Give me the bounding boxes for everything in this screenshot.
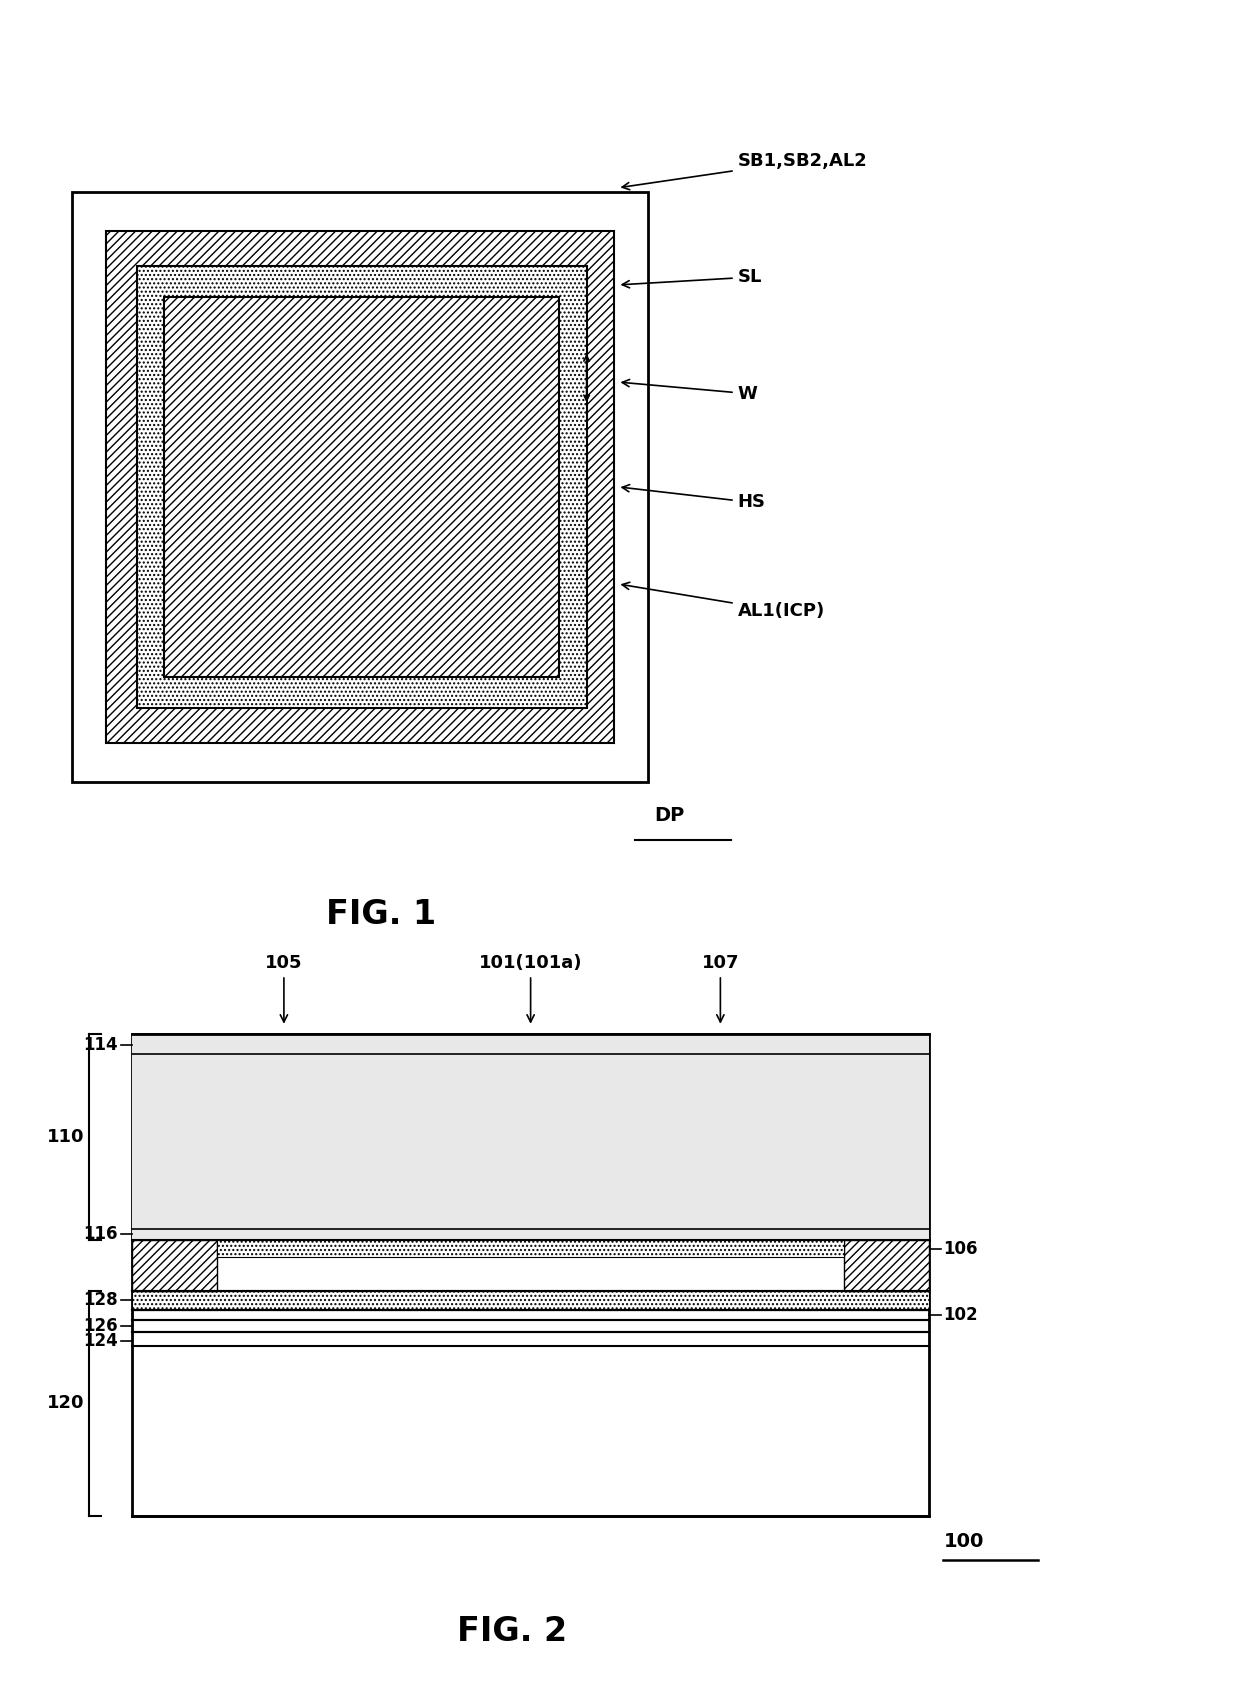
Text: W: W <box>622 380 758 403</box>
Text: 102: 102 <box>944 1307 978 1323</box>
Bar <box>72 192 649 782</box>
Text: FIG. 1: FIG. 1 <box>326 898 435 932</box>
Bar <box>105 231 614 743</box>
Text: W: W <box>900 1256 919 1274</box>
Text: 128: 128 <box>83 1291 118 1308</box>
Text: SL: SL <box>622 268 763 289</box>
Bar <box>133 1291 929 1310</box>
Bar <box>136 265 587 709</box>
Text: DP: DP <box>653 805 684 824</box>
Bar <box>133 1035 929 1241</box>
Text: 126: 126 <box>83 1317 118 1335</box>
Bar <box>133 1241 217 1291</box>
Text: 124: 124 <box>83 1332 118 1350</box>
Text: FIG. 2: FIG. 2 <box>456 1615 567 1647</box>
Bar <box>133 1035 929 1516</box>
Text: 116: 116 <box>83 1225 118 1242</box>
Text: 114: 114 <box>83 1035 118 1053</box>
Text: 107: 107 <box>702 954 739 1021</box>
Text: 105: 105 <box>265 954 303 1021</box>
Text: 120: 120 <box>47 1394 84 1413</box>
Text: SB1,SB2,AL2: SB1,SB2,AL2 <box>622 152 868 189</box>
Text: 106: 106 <box>944 1239 978 1258</box>
Bar <box>217 1241 843 1258</box>
Text: AL1(ICP): AL1(ICP) <box>622 582 825 619</box>
Text: 100: 100 <box>944 1531 983 1551</box>
Bar <box>843 1241 929 1291</box>
Bar <box>164 297 559 677</box>
Text: HS: HS <box>622 484 766 511</box>
Text: 110: 110 <box>47 1128 84 1146</box>
Text: 101(101a): 101(101a) <box>479 954 583 1021</box>
